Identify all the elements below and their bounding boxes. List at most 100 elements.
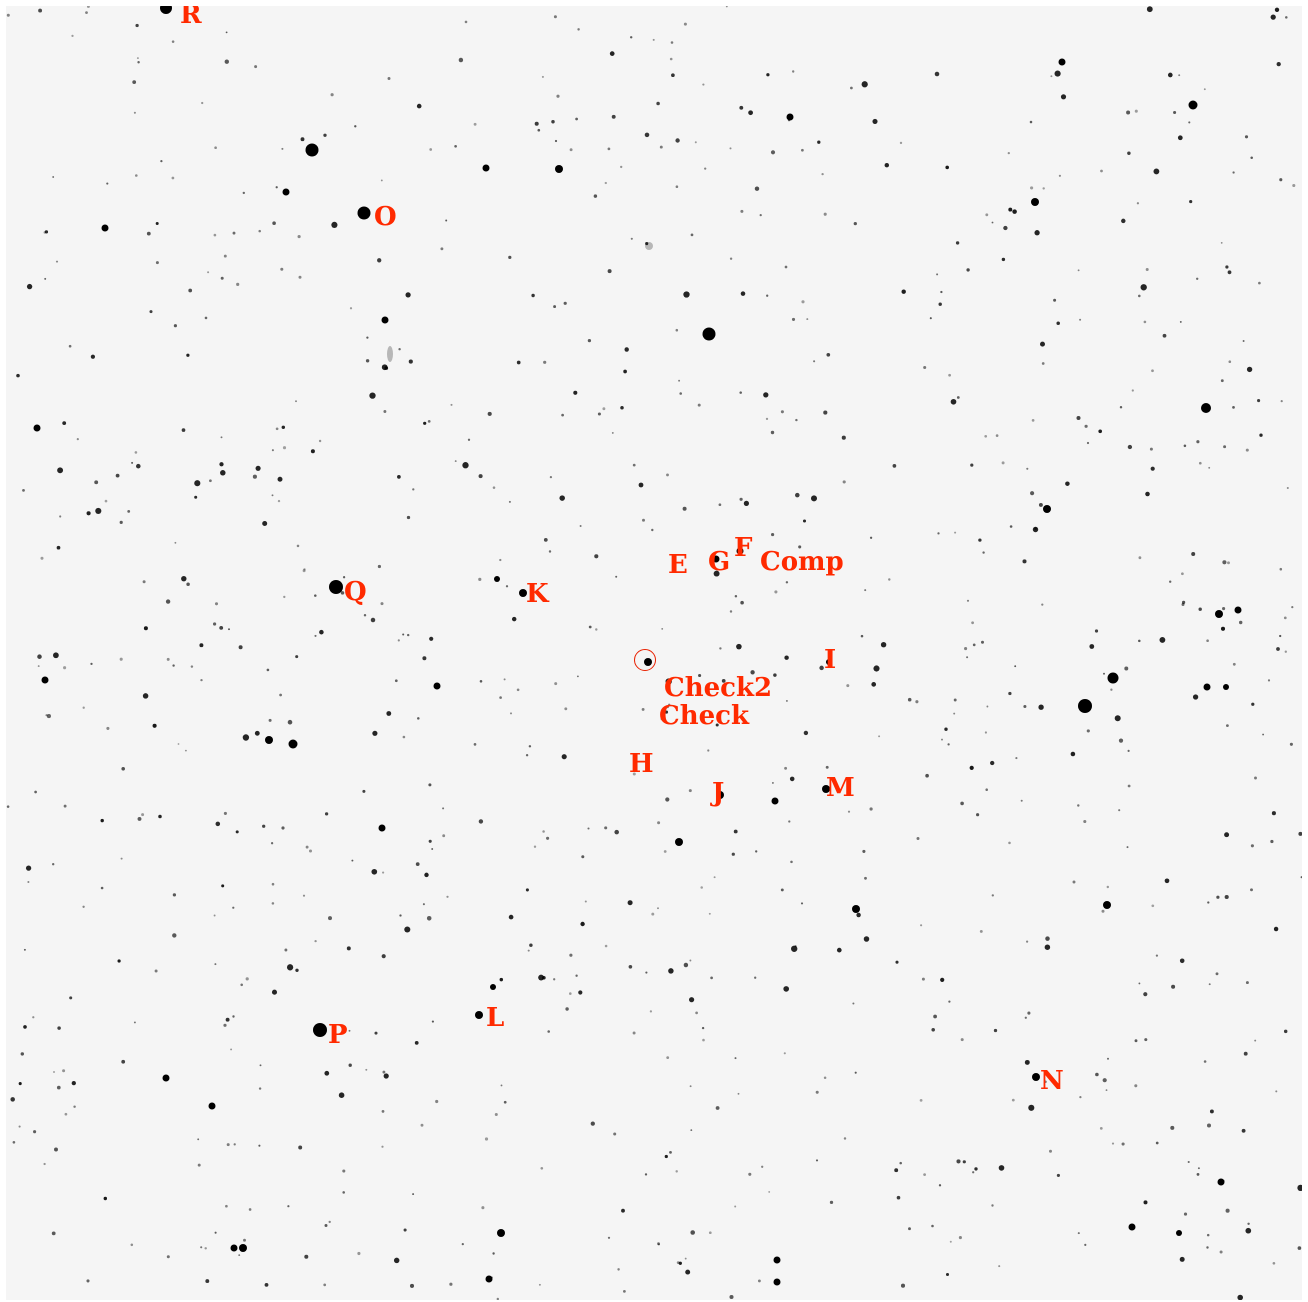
star-faint <box>972 643 976 647</box>
star-faint <box>64 1112 68 1116</box>
star-faint <box>1179 1256 1185 1262</box>
star-faint <box>287 1205 290 1208</box>
star-faint <box>412 1193 415 1196</box>
star-faint <box>27 880 30 884</box>
star-faint <box>1126 110 1131 115</box>
star-faint <box>630 237 633 240</box>
star-faint <box>481 1206 485 1210</box>
target-circle-icon <box>634 649 656 671</box>
star-faint <box>1238 620 1243 625</box>
star-faint <box>632 1031 636 1035</box>
star-faint <box>1026 940 1029 943</box>
star-bright <box>773 1256 781 1264</box>
star-faint <box>248 1208 252 1211</box>
star-faint <box>981 640 984 644</box>
star-faint <box>668 703 671 706</box>
star-faint <box>1300 876 1302 879</box>
star-faint <box>979 929 983 933</box>
star-faint <box>737 1092 740 1095</box>
star-bright <box>282 188 290 196</box>
star-faint <box>428 839 432 843</box>
star-faint <box>186 353 190 357</box>
star-faint <box>690 233 694 237</box>
star-faint <box>1083 819 1087 824</box>
star-faint <box>133 1021 136 1024</box>
star-faint <box>1173 110 1177 115</box>
star-faint <box>22 489 25 492</box>
star-faint <box>280 267 284 271</box>
star-faint <box>587 338 592 343</box>
star-faint <box>20 1052 25 1056</box>
star-faint <box>821 172 824 176</box>
star-faint <box>286 964 294 971</box>
star-faint <box>689 959 692 962</box>
star-faint <box>219 625 224 630</box>
star-faint <box>878 735 881 738</box>
star-faint <box>235 830 239 834</box>
star-faint <box>953 698 957 702</box>
star-faint <box>617 1268 620 1271</box>
star-faint <box>1127 784 1131 788</box>
star-faint <box>423 421 427 425</box>
star-faint <box>262 824 266 828</box>
star-faint <box>1232 171 1235 174</box>
star-faint <box>991 221 994 224</box>
star-faint <box>1164 878 1170 884</box>
star-faint <box>1179 320 1182 323</box>
star-faint <box>1041 362 1045 365</box>
star-faint <box>1028 1104 1035 1111</box>
star-faint <box>678 379 681 382</box>
star-field-svg <box>6 6 1302 1300</box>
star-faint <box>431 1020 434 1023</box>
star-faint <box>1245 981 1249 985</box>
star-faint <box>768 1190 771 1193</box>
star-faint <box>1095 1072 1099 1077</box>
star-bright <box>675 838 683 846</box>
star-faint <box>985 788 988 791</box>
star-faint <box>1155 954 1159 957</box>
star-faint <box>271 882 275 886</box>
star-faint <box>44 230 49 234</box>
star-faint <box>785 581 789 584</box>
star-faint <box>382 871 385 874</box>
star-faint <box>955 241 960 245</box>
star-bright <box>230 1244 238 1252</box>
star-faint <box>678 1261 682 1265</box>
star-faint <box>214 1231 217 1234</box>
star-faint <box>188 288 193 293</box>
star-faint <box>1153 168 1160 175</box>
star-faint <box>561 413 564 417</box>
star-faint <box>998 1265 1001 1268</box>
star-faint <box>135 23 139 28</box>
star-bright <box>485 1275 493 1283</box>
star-faint <box>26 283 33 290</box>
star-faint <box>324 1224 328 1227</box>
star-faint <box>1283 1029 1288 1034</box>
star-faint <box>1220 241 1223 244</box>
star-faint <box>319 629 324 635</box>
star-faint <box>810 495 818 502</box>
star-faint <box>1171 984 1176 989</box>
star-faint <box>553 305 557 309</box>
star-faint <box>172 664 175 667</box>
star-faint <box>177 743 180 745</box>
star-bright <box>41 676 49 684</box>
star-faint <box>277 499 281 503</box>
star-faint <box>533 845 537 848</box>
star-faint <box>302 569 306 573</box>
label-l: L <box>486 1003 505 1033</box>
star-faint <box>1149 447 1153 451</box>
star-faint <box>479 680 483 683</box>
star-faint <box>729 257 733 260</box>
star-faint <box>649 1010 653 1013</box>
star-faint <box>484 1137 489 1141</box>
star-faint <box>1001 257 1006 262</box>
star-faint <box>817 140 821 144</box>
star-faint <box>663 850 667 853</box>
star-faint <box>1245 1227 1252 1234</box>
star-faint <box>243 1238 246 1242</box>
star-bright <box>712 555 720 563</box>
label-check: Check <box>659 701 749 731</box>
star-faint <box>783 986 790 992</box>
star-faint <box>450 403 453 406</box>
